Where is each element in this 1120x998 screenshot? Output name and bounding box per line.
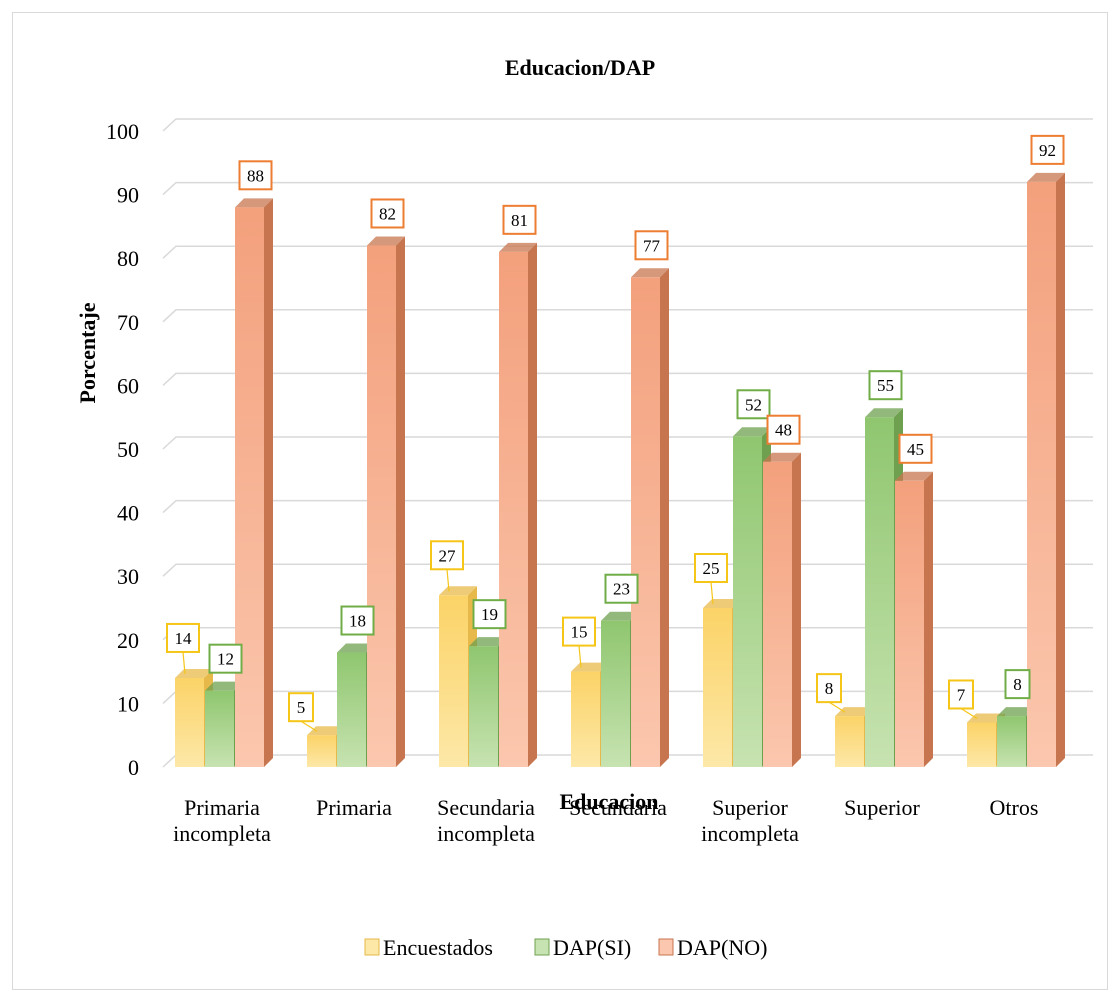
y-tick-label: 100 [106,119,139,144]
gridline [162,372,1093,386]
svg-text:77: 77 [643,236,661,255]
svg-text:27: 27 [439,546,457,565]
chart-frame: Educacion/DAP 0 10 20 30 40 50 60 70 80 90 100 Por… [12,12,1108,990]
y-tick-label: 40 [117,501,139,526]
data-label: 25 [694,553,728,605]
bar [499,242,537,768]
svg-text:12: 12 [217,650,234,669]
x-axis-title: Educacion [559,789,658,814]
y-tick-label: 60 [117,373,139,398]
data-label: 45 [898,433,933,464]
gridline [162,436,1093,450]
legend-item: Encuestados [364,935,493,960]
y-axis-ticks: 0 10 20 30 40 50 60 70 80 90 100 [106,119,139,780]
bar-chart: Educacion/DAP 0 10 20 30 40 50 60 70 80 90 100 Por… [75,55,1093,960]
svg-text:15: 15 [571,623,588,642]
bar [763,452,801,767]
y-axis-title: Porcentaje [75,302,100,403]
y-tick-label: 10 [117,691,139,716]
data-label: 82 [370,198,405,229]
svg-text:14: 14 [175,629,193,648]
x-category-label: Primaria [316,795,392,820]
svg-text:48: 48 [775,421,792,440]
svg-text:45: 45 [907,440,924,459]
bar [235,198,273,767]
x-category-label: Secundaria [569,795,667,820]
data-label: 92 [1030,134,1065,165]
data-label: 81 [502,204,537,235]
gridline [162,309,1093,323]
data-label: 5 [288,692,318,732]
gridline [162,499,1093,514]
data-label: 12 [208,643,243,674]
y-tick-label: 90 [117,183,139,208]
x-category-label: Superior [844,795,920,820]
svg-text:5: 5 [297,698,306,717]
svg-text:Encuestados: Encuestados [383,935,493,960]
data-label: 18 [340,605,375,636]
data-label: 8 [816,673,846,713]
y-tick-label: 20 [117,628,139,653]
svg-text:81: 81 [511,211,528,230]
data-label: 77 [634,230,669,261]
y-tick-label: 80 [117,246,139,271]
y-tick-label: 50 [117,437,139,462]
y-tick-label: 0 [128,755,139,780]
svg-text:8: 8 [1013,675,1022,694]
bar [1027,172,1065,767]
data-label: 23 [604,573,639,604]
data-label: 14 [166,622,200,675]
x-category-label: Primaria incompleta [173,795,271,846]
svg-text:DAP(SI): DAP(SI) [553,935,631,960]
gridline [162,118,1093,132]
data-label: 7 [948,679,978,719]
x-category-label: Superior incompleta [701,795,799,846]
svg-text:92: 92 [1039,141,1056,160]
data-label: 48 [766,414,801,445]
legend: Encuestados DAP(SI) DAP(NO) [364,935,767,960]
svg-text:25: 25 [703,559,720,578]
data-labels: 14 12 88 5 18 82 27 19 81 15 23 77 25 52 48 8 55 45 7 8 92 [166,134,1065,732]
data-label: 19 [472,599,507,630]
data-label: 55 [868,370,903,401]
svg-text:8: 8 [825,679,834,698]
y-tick-label: 30 [117,564,139,589]
bar [733,427,771,767]
svg-text:55: 55 [877,376,894,395]
gridline [162,181,1093,196]
svg-text:DAP(NO): DAP(NO) [677,935,767,960]
data-label: 8 [1004,669,1031,700]
data-label: 27 [430,540,464,592]
data-label: 52 [736,389,771,420]
x-category-label: Otros [990,795,1039,820]
svg-text:88: 88 [247,166,264,185]
svg-text:23: 23 [613,580,630,599]
data-label: 15 [562,616,596,668]
x-axis-categories: Primaria incompleta Primaria Secundaria inco… [173,795,1038,846]
svg-text:52: 52 [745,395,762,414]
gridline [162,245,1093,259]
svg-text:82: 82 [379,204,396,223]
y-tick-label: 70 [117,310,139,335]
bar [895,471,933,767]
x-category-label: Secundaria incompleta [437,795,535,846]
svg-text:18: 18 [349,612,366,631]
svg-text:7: 7 [957,685,966,704]
bar [367,236,405,768]
bar [631,268,669,767]
legend-item: DAP(NO) [658,935,767,960]
chart-title: Educacion/DAP [505,55,655,80]
data-label: 88 [238,160,273,191]
bars [175,172,1065,768]
svg-text:19: 19 [481,605,498,624]
legend-item: DAP(SI) [534,935,631,960]
